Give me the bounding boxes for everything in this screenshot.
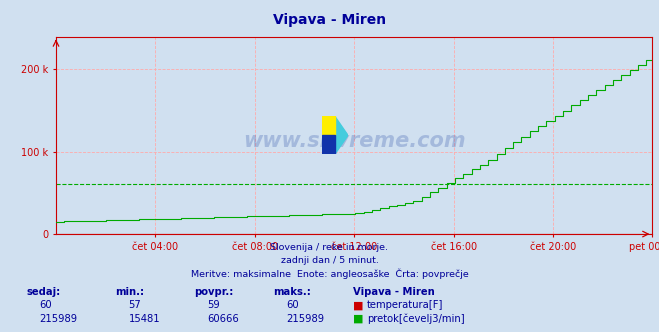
Text: Vipava - Miren: Vipava - Miren	[273, 13, 386, 27]
Text: maks.:: maks.:	[273, 287, 311, 297]
Text: 60666: 60666	[208, 314, 239, 324]
Text: ■: ■	[353, 314, 363, 324]
Text: 60: 60	[287, 300, 299, 310]
Text: 215989: 215989	[287, 314, 325, 324]
Text: Vipava - Miren: Vipava - Miren	[353, 287, 434, 297]
Text: min.:: min.:	[115, 287, 144, 297]
Text: Meritve: maksimalne  Enote: angleosaške  Črta: povprečje: Meritve: maksimalne Enote: angleosaške Č…	[190, 268, 469, 279]
Text: zadnji dan / 5 minut.: zadnji dan / 5 minut.	[281, 256, 378, 265]
Text: Slovenija / reke in morje.: Slovenija / reke in morje.	[270, 243, 389, 252]
Text: 60: 60	[40, 300, 52, 310]
Text: sedaj:: sedaj:	[26, 287, 61, 297]
Text: 59: 59	[208, 300, 220, 310]
Text: 15481: 15481	[129, 314, 160, 324]
Bar	[322, 135, 335, 154]
Text: temperatura[F]: temperatura[F]	[367, 300, 444, 310]
Text: www.si-vreme.com: www.si-vreme.com	[243, 131, 465, 151]
Polygon shape	[322, 116, 348, 154]
Text: 215989: 215989	[40, 314, 78, 324]
Text: ■: ■	[353, 300, 363, 310]
Text: povpr.:: povpr.:	[194, 287, 234, 297]
Text: 57: 57	[129, 300, 141, 310]
Text: pretok[čevelj3/min]: pretok[čevelj3/min]	[367, 314, 465, 324]
Bar	[322, 116, 335, 135]
